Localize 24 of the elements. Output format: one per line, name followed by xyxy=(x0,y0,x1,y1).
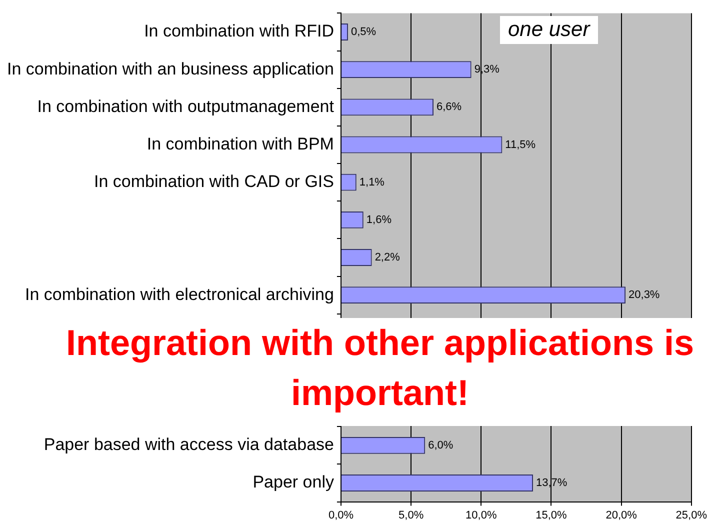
data-label: 0,5% xyxy=(350,26,376,38)
x-tick-label: 15,0% xyxy=(536,509,568,522)
annotation: Integration with other applications is important! xyxy=(60,318,700,426)
data-label: 6,0% xyxy=(428,439,454,452)
annotation: one user xyxy=(500,16,598,44)
x-tick-label: 0,0% xyxy=(328,509,354,522)
data-label: 2,2% xyxy=(374,252,400,264)
y-tick-label: In combination with electronical archiving xyxy=(24,284,334,304)
x-tick-label: 10,0% xyxy=(466,509,497,522)
y-tick-label: Paper only xyxy=(252,472,334,492)
data-label: 1,1% xyxy=(359,176,385,188)
x-tick-label: 5,0% xyxy=(398,509,424,522)
data-label: 11,5% xyxy=(505,138,536,151)
data-label: 20,3% xyxy=(628,289,660,302)
y-tick-label: In combination with BPM xyxy=(146,134,334,154)
x-tick-label: 20,0% xyxy=(606,509,638,522)
data-label: 6,6% xyxy=(436,101,462,114)
y-tick-label: Paper based with access via database xyxy=(44,435,334,454)
y-tick-label: In combination with RFID xyxy=(144,22,334,41)
y-tick-label: In combination with CAD or GIS xyxy=(94,172,334,192)
y-tick-label: In combination with an business application xyxy=(6,59,334,78)
x-tick-label: 25,0% xyxy=(676,509,708,522)
y-tick-label: In combination with outputmanagement xyxy=(37,96,334,116)
data-label: 1,6% xyxy=(366,214,392,226)
